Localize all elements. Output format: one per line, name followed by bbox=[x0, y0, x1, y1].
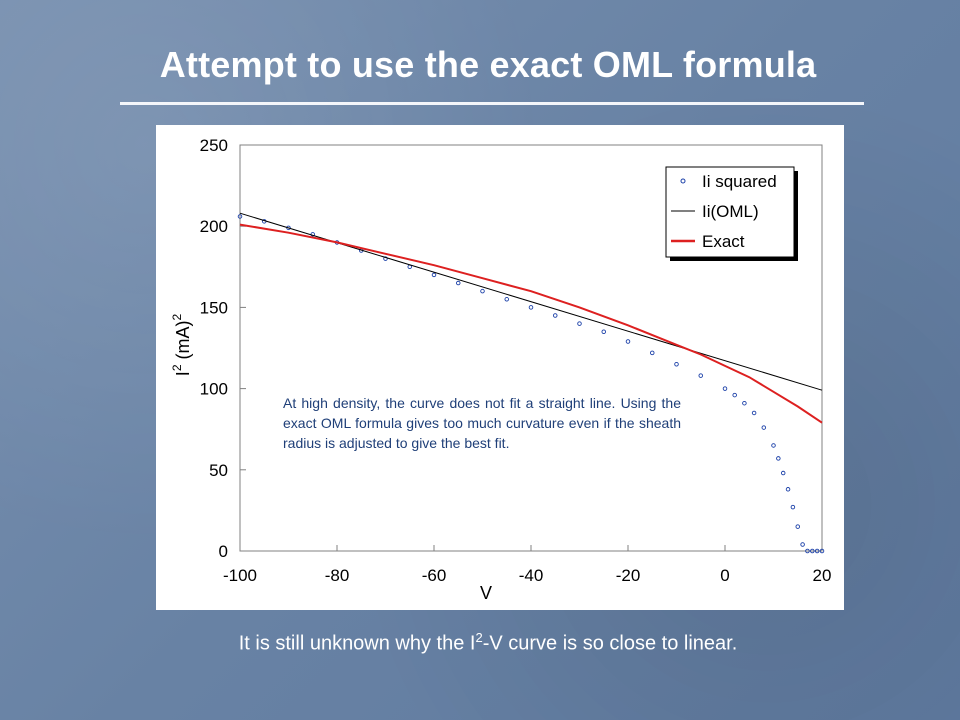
y-axis-title-main: I bbox=[173, 371, 193, 376]
y-tick-label: 50 bbox=[209, 461, 228, 480]
slide-title: Attempt to use the exact OML formula bbox=[159, 44, 817, 85]
ii-squared-point bbox=[528, 305, 534, 310]
y-tick-label: 100 bbox=[200, 380, 228, 399]
y-axis-title: I2 (mA)2 bbox=[170, 313, 193, 376]
ii-squared-point bbox=[814, 548, 820, 554]
y-tick-label: 0 bbox=[219, 542, 228, 561]
footer-note-pre: It is still unknown why the I bbox=[238, 632, 476, 655]
x-tick-label: -60 bbox=[422, 566, 447, 585]
ii-squared-point bbox=[674, 361, 679, 367]
exact-line bbox=[239, 223, 823, 424]
ii-squared-point bbox=[742, 400, 747, 406]
y-axis-title-sup: 2 bbox=[170, 364, 184, 371]
ii-squared-point bbox=[819, 548, 825, 554]
y-tick-label: 200 bbox=[200, 217, 228, 236]
ii-squared-point bbox=[601, 329, 607, 335]
legend-label: Ii(OML) bbox=[702, 202, 759, 221]
ii-squared-point bbox=[780, 470, 786, 476]
ii-squared-point bbox=[722, 386, 728, 391]
x-tick-label: -80 bbox=[325, 566, 350, 585]
ii-squared-point bbox=[504, 297, 510, 302]
y-tick-label: 150 bbox=[200, 298, 228, 317]
legend-label: Ii squared bbox=[702, 172, 777, 191]
legend-label: Exact bbox=[702, 232, 745, 251]
ii-squared-point bbox=[790, 504, 796, 510]
y-axis-title-unit-sup: 2 bbox=[170, 313, 184, 320]
ii-squared-point bbox=[237, 214, 243, 219]
ii-squared-point bbox=[732, 392, 737, 398]
ii-squared-point bbox=[795, 524, 801, 529]
ii-squared-point bbox=[480, 288, 485, 294]
ii-squared-point bbox=[431, 272, 437, 278]
x-axis-title: V bbox=[480, 583, 492, 603]
ii-squared-point bbox=[761, 425, 767, 430]
ii-squared-point bbox=[810, 548, 815, 554]
footer-note: It is still unknown why the I2-V curve i… bbox=[0, 630, 960, 656]
ii-squared-point bbox=[776, 456, 781, 461]
ii-squared-point bbox=[456, 280, 461, 286]
x-tick-label: 0 bbox=[720, 566, 729, 585]
title-divider bbox=[120, 102, 864, 105]
legend: Ii squared Ii(OML) Exact bbox=[665, 166, 798, 261]
y-axis-title-unit: (mA) bbox=[173, 320, 193, 364]
x-tick-label: -100 bbox=[223, 566, 257, 585]
x-tick-label: -40 bbox=[519, 566, 544, 585]
ii-squared-point bbox=[698, 373, 704, 378]
footer-note-post: -V curve is so close to linear. bbox=[482, 632, 738, 655]
x-tick-label: 20 bbox=[813, 566, 832, 585]
ii-squared-point bbox=[785, 487, 791, 492]
ii-squared-point bbox=[751, 410, 757, 416]
x-tick-label: -20 bbox=[616, 566, 641, 585]
chart-panel: -100 -80 -60 -40 -20 0 20 0 50 100 150 200 250 V I2 … bbox=[156, 125, 844, 610]
chart-annotation: At high density, the curve does not fit … bbox=[283, 395, 681, 451]
ii-squared-point bbox=[805, 548, 810, 554]
ii-squared-point bbox=[625, 339, 631, 344]
ii-squared-point bbox=[650, 350, 655, 356]
ii-squared-point bbox=[383, 256, 388, 261]
footer-note-sup: 2 bbox=[475, 630, 483, 645]
ii-squared-point bbox=[553, 313, 558, 318]
ii-squared-point bbox=[800, 542, 805, 547]
y-tick-label: 250 bbox=[200, 136, 228, 155]
legend-marker-ii-squared bbox=[680, 178, 686, 184]
ii-squared-point bbox=[771, 443, 776, 448]
ii-squared-point bbox=[577, 321, 582, 326]
